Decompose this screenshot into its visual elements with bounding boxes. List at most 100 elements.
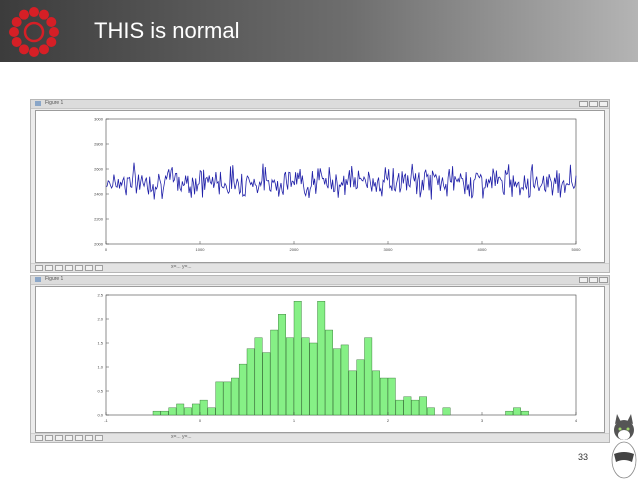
x-tick-label: 2: [387, 418, 390, 423]
histogram-bar: [387, 377, 396, 416]
histogram-bar: [340, 344, 349, 416]
figure-toolbar: x=... y=...: [31, 263, 609, 272]
histogram-bar: [325, 329, 333, 416]
maximize-button[interactable]: [589, 101, 598, 107]
forward-button[interactable]: [55, 435, 63, 441]
y-tick-label: 2800: [94, 142, 104, 147]
histogram-bar: [426, 407, 435, 416]
y-tick-label: 0.0: [97, 413, 103, 418]
pan-button[interactable]: [65, 435, 73, 441]
window-titlebar: Figure 1: [31, 100, 609, 109]
maximize-button[interactable]: [589, 277, 598, 283]
subplots-button[interactable]: [85, 435, 93, 441]
x-tick-label: 5000: [572, 247, 582, 252]
histogram-bar: [356, 359, 365, 416]
histogram-bar: [301, 337, 310, 416]
line-chart: 3000 2800 2600 2400 2200 2000 0 1000 2000 3000 40…: [94, 117, 582, 253]
close-button[interactable]: [599, 101, 608, 107]
figure-app-icon: [35, 277, 41, 282]
window-titlebar: Figure 1: [31, 276, 609, 285]
histogram-bar: [403, 396, 412, 416]
histogram-bar: [191, 403, 200, 416]
zoom-button[interactable]: [75, 265, 83, 271]
histogram-bar: [270, 329, 279, 416]
logo-dot: [46, 17, 57, 27]
y-tick-label: 2.5: [97, 293, 103, 298]
minimize-button[interactable]: [579, 101, 588, 107]
y-tick-label: 2.0: [97, 317, 103, 322]
x-tick-label: 1000: [196, 247, 206, 252]
histogram-bar: [168, 407, 177, 416]
logo-dot: [39, 9, 49, 20]
histogram-bar: [372, 370, 380, 416]
histogram-bar: [505, 410, 514, 416]
cat-mascot-icon: [611, 414, 637, 479]
histogram-bar: [513, 407, 521, 416]
save-button[interactable]: [95, 435, 103, 441]
figure-app-icon: [35, 101, 41, 106]
histogram-bar: [419, 396, 427, 416]
close-button[interactable]: [599, 277, 608, 283]
histogram-bar: [379, 377, 388, 416]
y-tick-label: 2400: [94, 192, 104, 197]
window-title: Figure 1: [45, 276, 64, 282]
figure-toolbar: x=... y=...: [31, 433, 609, 442]
subplots-button[interactable]: [85, 265, 93, 271]
histogram-bar: [395, 399, 404, 416]
histogram-bar: [246, 348, 255, 416]
x-tick-label: 3: [481, 418, 484, 423]
histogram-bar: [348, 370, 357, 416]
logo-dot: [9, 27, 19, 37]
cursor-coordinates: x=... y=...: [171, 434, 192, 440]
save-button[interactable]: [95, 265, 103, 271]
y-tick-label: 3000: [94, 117, 104, 122]
forward-button[interactable]: [55, 265, 63, 271]
histogram-bar: [309, 342, 318, 416]
figure-window-top: Figure 1 3000 2800 2600 2400 2200 2000 0 1000 2…: [30, 99, 610, 273]
minimize-button[interactable]: [579, 277, 588, 283]
histogram-bar: [223, 381, 232, 416]
histogram-bar: [262, 352, 271, 416]
x-tick-label: 4: [575, 418, 578, 423]
window-title: Figure 1: [45, 100, 64, 106]
histogram-bar: [520, 410, 529, 416]
histogram-bar: [199, 399, 208, 416]
histogram-chart: 2.5 2.0 1.5 1.0 0.5 0.0 -1 0 1 2 3 4: [97, 293, 578, 424]
histogram-bar: [317, 301, 326, 416]
logo-dot: [39, 44, 49, 55]
histogram-bar: [176, 403, 185, 416]
cursor-coordinates: x=... y=...: [171, 264, 192, 270]
histogram-bar: [238, 363, 247, 416]
plot-canvas: 2.5 2.0 1.5 1.0 0.5 0.0 -1 0 1 2 3 4: [35, 286, 605, 433]
axes-frame: [105, 118, 577, 245]
histogram-bar: [442, 407, 451, 416]
x-tick-label: 0: [199, 418, 202, 423]
back-button[interactable]: [45, 265, 53, 271]
x-tick-label: -1: [104, 418, 108, 423]
home-button[interactable]: [35, 265, 43, 271]
logo-dot: [19, 9, 29, 20]
logo-inner-ring: [23, 21, 45, 43]
slide-title: THIS is normal: [94, 18, 240, 43]
plot-canvas: 3000 2800 2600 2400 2200 2000 0 1000 2000 3000 40…: [35, 110, 605, 263]
logo-dot: [29, 7, 39, 17]
home-button[interactable]: [35, 435, 43, 441]
time-series-line: [105, 162, 577, 200]
logo-dot: [11, 37, 22, 47]
back-button[interactable]: [45, 435, 53, 441]
pan-button[interactable]: [65, 265, 73, 271]
x-tick-label: 0: [105, 247, 108, 252]
histogram-bar: [254, 337, 263, 416]
histogram-bar: [285, 337, 294, 416]
histogram-bar: [207, 407, 216, 416]
x-tick-label: 2000: [290, 247, 300, 252]
histogram-bar: [215, 381, 224, 416]
y-tick-label: 1.5: [97, 341, 103, 346]
histogram-bar: [293, 301, 302, 416]
histogram-bar: [332, 348, 341, 416]
zoom-button[interactable]: [75, 435, 83, 441]
y-tick-label: 2200: [94, 217, 104, 222]
logo-dot: [11, 17, 22, 27]
logo-dot: [49, 27, 59, 37]
histogram-bar: [231, 377, 239, 416]
